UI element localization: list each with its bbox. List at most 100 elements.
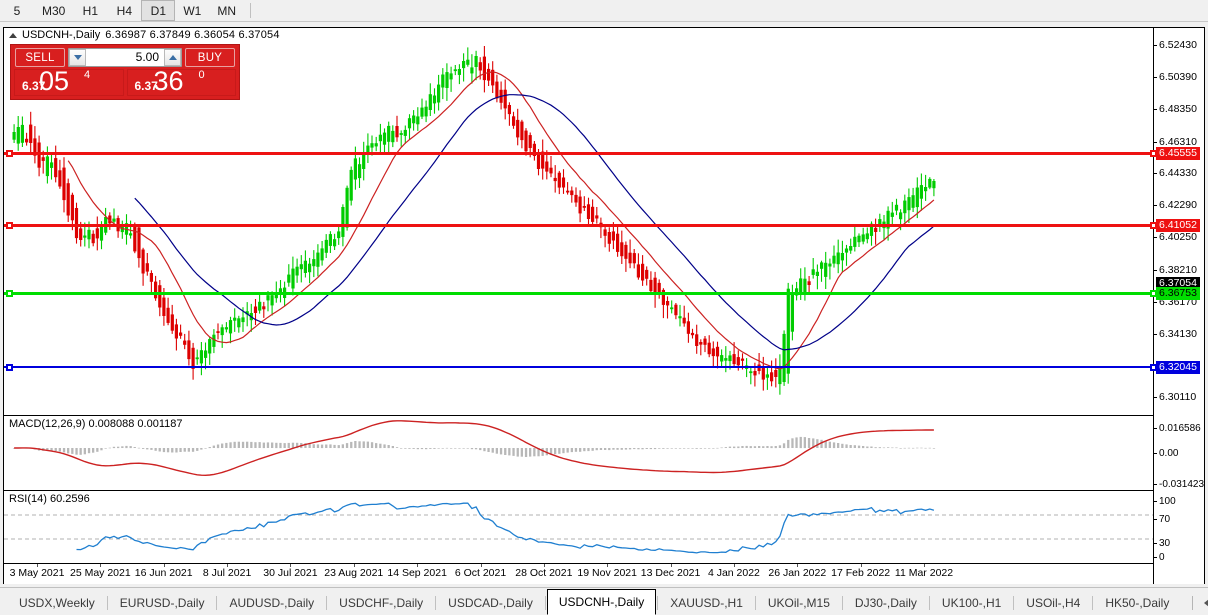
price-scale-tick-label: 6.34130 xyxy=(1159,327,1197,340)
time-axis-tick xyxy=(670,564,672,567)
symbol-tab-usdchf-daily[interactable]: USDCHF-,Daily xyxy=(339,596,424,610)
macd-pane[interactable]: MACD(12,26,9) 0.008088 0.001187 xyxy=(4,415,1154,490)
time-axis-label: 30 Jul 2021 xyxy=(263,567,318,579)
price-scale-tick-label: 6.52430 xyxy=(1159,38,1197,51)
macd-signal-line xyxy=(14,420,934,477)
time-axis-label: 16 Jun 2021 xyxy=(134,567,193,579)
symbol-tab-usdcad-daily[interactable]: USDCAD-,Daily xyxy=(448,596,533,610)
buy-price-cell[interactable]: 6.37 36 0 xyxy=(126,69,236,96)
time-axis[interactable]: 3 May 2021 25 May 2021 16 Jun 2021 8 Jul 20… xyxy=(4,563,1154,584)
symbol-tab-ukoil-m15[interactable]: UKOil-,M15 xyxy=(767,596,830,610)
time-axis-label: 6 Oct 2021 xyxy=(454,567,507,579)
time-axis-tick xyxy=(797,564,799,567)
timeframe-button-w1[interactable]: W1 xyxy=(183,3,202,18)
level-price-label-green-current[interactable]: 6.36753 xyxy=(1156,286,1200,300)
symbol-tab-eurusd-daily[interactable]: EURUSD-,Daily xyxy=(119,596,205,610)
buy-price-prefix: 6.37 xyxy=(134,79,158,93)
chart-area[interactable]: USDCNH-,Daily 6.36987 6.37849 6.36054 6.… xyxy=(3,27,1205,584)
tab-divider xyxy=(326,596,328,610)
symbol-tab-uk100-h1[interactable]: UK100-,H1 xyxy=(941,596,1002,610)
tab-divider xyxy=(106,596,108,610)
one-click-trading-panel[interactable]: SELL 5.00 BUY 6.37 05 4 6.37 36 0 xyxy=(10,44,240,100)
symbol-tab-xauusd-h1[interactable]: XAUUSD-,H1 xyxy=(670,596,743,610)
level-anchor-green-current[interactable] xyxy=(6,289,13,297)
timeframe-button-h1[interactable]: H1 xyxy=(82,3,99,18)
price-scale-tick-label: 6.46310 xyxy=(1159,135,1197,148)
symbol-tab-usoil-h4[interactable]: USOil-,H4 xyxy=(1026,596,1081,610)
buy-button[interactable]: BUY xyxy=(185,47,235,67)
tab-navigation[interactable] xyxy=(1180,595,1208,615)
price-scale-tick: 6.48350 xyxy=(1154,104,1197,115)
volume-stepper[interactable]: 5.00 xyxy=(68,47,182,67)
rsi-line xyxy=(76,502,935,554)
rsi-scale-tick: 70 xyxy=(1154,515,1170,525)
symbol-tab-usdx-weekly[interactable]: USDX,Weekly xyxy=(19,596,95,610)
chevron-up-icon xyxy=(168,54,177,60)
symbol-tab-dj30-daily[interactable]: DJ30-,Daily xyxy=(854,596,917,610)
trade-panel-top-row: SELL 5.00 BUY xyxy=(11,45,239,69)
time-axis-tick xyxy=(733,564,735,567)
buy-price-main: 36 xyxy=(153,69,184,96)
tab-divider xyxy=(435,596,437,610)
rsi-scale-tick: 0 xyxy=(1154,553,1165,563)
level-handle-blue-support[interactable] xyxy=(1150,363,1157,371)
sell-price-main: 05 xyxy=(39,69,70,96)
sell-price-fraction: 4 xyxy=(84,69,91,81)
volume-decrease-button[interactable] xyxy=(69,48,86,66)
symbol-tab-bar[interactable]: USDX,Weekly EURUSD-,Daily AUDUSD-,Daily USD… xyxy=(0,587,1208,615)
price-scale-tick-label: 6.42290 xyxy=(1159,199,1197,212)
rsi-pane[interactable]: RSI(14) 60.2596 xyxy=(4,490,1154,563)
time-axis-tick xyxy=(100,564,102,567)
level-anchor-red-resistance[interactable] xyxy=(6,150,13,158)
timeframe-toolbar: 5 M30 H1 H4 D1 W1 MN xyxy=(0,0,1208,22)
rsi-scale-tick: 100 xyxy=(1154,497,1176,507)
level-line-green-current[interactable] xyxy=(4,291,1154,295)
level-handle-red-resistance[interactable] xyxy=(1150,221,1157,229)
price-scale-tick: 6.38210 xyxy=(1154,264,1197,276)
tab-scroll-left-button[interactable] xyxy=(1199,595,1208,611)
time-axis-label: 8 Jul 2021 xyxy=(202,567,252,579)
chart-ohlc-values: 6.36987 6.37849 6.36054 6.37054 xyxy=(105,29,280,41)
level-handle-red-resistance[interactable] xyxy=(1150,150,1157,158)
price-scale-tick: 6.40250 xyxy=(1154,232,1197,243)
level-line-blue-support[interactable] xyxy=(4,365,1154,368)
time-axis-tick xyxy=(480,564,482,567)
level-anchor-blue-support[interactable] xyxy=(6,363,13,371)
tab-divider xyxy=(1013,596,1015,610)
time-axis-label: 17 Feb 2022 xyxy=(831,567,891,579)
time-axis-label: 26 Jan 2022 xyxy=(768,567,827,579)
tab-divider xyxy=(928,596,930,610)
volume-input[interactable]: 5.00 xyxy=(86,48,164,66)
timeframe-button-m30[interactable]: M30 xyxy=(42,3,66,18)
price-scale[interactable]: 6.52430 6.50390 6.48350 6.46310 6.44330 6.422… xyxy=(1150,28,1204,584)
time-axis-tick xyxy=(924,564,925,567)
tab-divider xyxy=(754,596,756,610)
timeframe-button-d1[interactable]: D1 xyxy=(141,0,176,21)
level-anchor-red-resistance[interactable] xyxy=(6,221,13,229)
level-price-label-red-resistance[interactable]: 6.45555 xyxy=(1156,147,1200,161)
sell-button[interactable]: SELL xyxy=(15,47,65,67)
level-handle-green-current[interactable] xyxy=(1150,289,1157,297)
macd-caption: MACD(12,26,9) 0.008088 0.001187 xyxy=(9,418,183,430)
price-scale-tick: 6.46310 xyxy=(1154,135,1197,148)
level-line-red-resistance[interactable] xyxy=(4,152,1154,156)
level-price-label-red-resistance[interactable]: 6.41052 xyxy=(1156,218,1200,232)
volume-increase-button[interactable] xyxy=(164,48,181,66)
time-axis-tick xyxy=(227,564,229,567)
timeframe-button-5[interactable]: 5 xyxy=(13,3,21,18)
slow-ma xyxy=(134,94,935,351)
symbol-tab-hk50-daily[interactable]: HK50-,Daily xyxy=(1105,596,1170,610)
level-price-label-blue-support[interactable]: 6.32045 xyxy=(1156,360,1200,374)
chart-symbol-header: USDCNH-,Daily 6.36987 6.37849 6.36054 6.… xyxy=(4,28,280,42)
symbol-tab-audusd-daily[interactable]: AUDUSD-,Daily xyxy=(229,596,315,610)
price-scale-tick-label: 6.36170 xyxy=(1159,295,1197,308)
timeframe-button-mn[interactable]: MN xyxy=(217,3,237,18)
level-line-red-resistance[interactable] xyxy=(4,223,1154,227)
symbol-tab-usdcnh-daily[interactable]: USDCNH-,Daily xyxy=(546,589,657,615)
timeframe-button-h4[interactable]: H4 xyxy=(116,3,133,18)
sell-price-cell[interactable]: 6.37 05 4 xyxy=(14,69,124,96)
time-axis-label: 23 Aug 2021 xyxy=(324,567,384,579)
collapse-triangle-icon[interactable] xyxy=(9,32,17,38)
toolbar-divider xyxy=(250,3,252,18)
